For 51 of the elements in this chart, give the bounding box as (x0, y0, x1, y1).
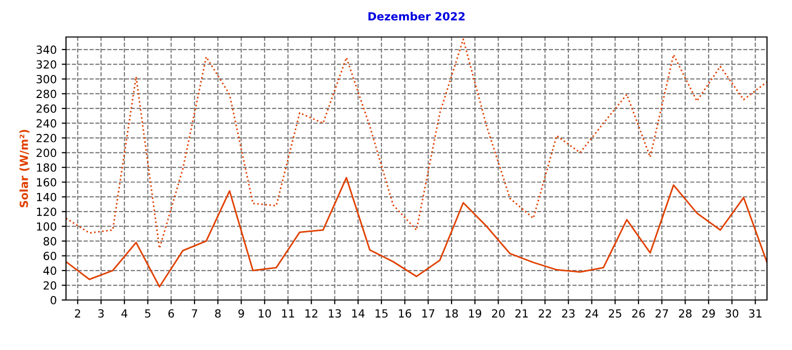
x-tick-label: 10 (258, 309, 271, 318)
x-tick-label: 12 (306, 309, 318, 318)
x-tick-label: 13 (328, 309, 341, 318)
y-tick-label: 340 (36, 46, 56, 54)
x-tick-label: 5 (145, 309, 150, 318)
y-tick-label: 60 (44, 252, 56, 260)
x-tick-label: 14 (352, 309, 365, 318)
x-tick-label: 25 (608, 309, 622, 318)
y-tick-label: 300 (36, 74, 56, 84)
y-tick-label: 280 (36, 90, 56, 98)
x-tick-label: 31 (749, 309, 762, 318)
x-tick-label: 16 (398, 309, 412, 318)
y-axis-title: Solar (W/m²) (19, 130, 30, 208)
x-tick-label: 27 (656, 309, 668, 318)
x-tick-label: 15 (376, 309, 388, 318)
x-tick-label: 21 (515, 309, 528, 318)
y-tick-label: 320 (36, 60, 56, 69)
x-tick-label: 18 (446, 309, 458, 318)
x-tick-label: 17 (422, 309, 434, 318)
y-tick-label: 200 (36, 148, 56, 158)
y-tick-label: 260 (36, 104, 56, 113)
x-tick-label: 30 (726, 309, 738, 318)
line-series (66, 176, 767, 288)
x-tick-label: 26 (632, 309, 645, 318)
x-tick-label: 7 (192, 309, 198, 318)
x-tick-label: 23 (562, 309, 575, 318)
x-tick-label: 20 (492, 309, 505, 318)
x-tick-label: 28 (678, 309, 692, 318)
y-tick-label: 80 (44, 237, 56, 246)
x-tick-label: 24 (585, 309, 598, 318)
y-tick-label: 0 (50, 296, 56, 304)
y-tick-label: 120 (36, 208, 56, 216)
y-tick-label: 240 (36, 119, 56, 128)
y-tick-label: 220 (36, 134, 56, 142)
y-tick-label: 40 (43, 266, 56, 275)
x-tick-label: 22 (538, 309, 551, 318)
x-tick-label: 3 (98, 309, 104, 318)
x-tick-label: 11 (282, 309, 294, 318)
y-tick-label: 180 (36, 163, 56, 172)
x-tick-label: 4 (121, 309, 128, 318)
y-tick-label: 140 (36, 192, 56, 202)
chart-title: Dezember 2022 (368, 12, 465, 20)
y-tick-label: 20 (44, 281, 56, 290)
x-tick-label: 2 (74, 309, 80, 318)
x-tick-label: 19 (469, 309, 482, 318)
x-tick-label: 9 (238, 309, 244, 318)
x-tick-label: 8 (215, 309, 221, 318)
x-tick-label: 29 (702, 309, 715, 318)
y-tick-label: 100 (36, 222, 56, 231)
y-tick-label: 160 (36, 178, 56, 187)
x-tick-label: 6 (168, 309, 174, 318)
